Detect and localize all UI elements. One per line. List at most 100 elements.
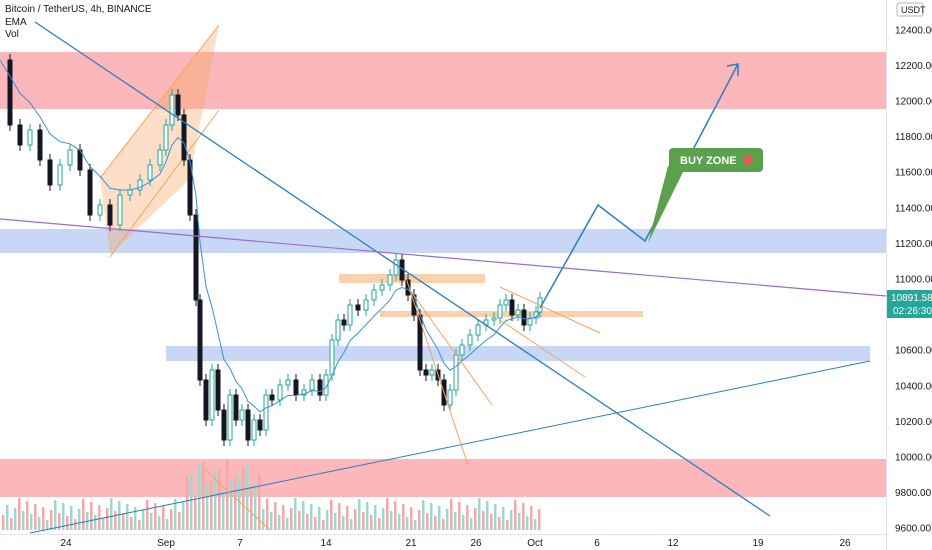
buy-zone-emoji-icon bbox=[743, 155, 753, 165]
volume-bar bbox=[386, 498, 389, 530]
candle-body bbox=[239, 409, 245, 421]
candle-body bbox=[527, 317, 533, 326]
candle-body bbox=[87, 169, 93, 216]
volume-bar bbox=[74, 519, 77, 530]
volume-bar bbox=[274, 502, 277, 530]
volume-bar bbox=[134, 507, 137, 530]
vol-indicator-label[interactable]: Vol bbox=[5, 29, 19, 40]
price-tick-label: 11600.00 bbox=[895, 168, 932, 179]
volume-bar bbox=[478, 498, 481, 530]
volume-bar bbox=[178, 512, 181, 530]
buy-zone-callout[interactable] bbox=[669, 148, 763, 172]
candle-body bbox=[405, 279, 411, 296]
time-tick-label: 26 bbox=[839, 538, 851, 549]
volume-bar bbox=[26, 501, 29, 530]
volume-bar bbox=[474, 508, 477, 530]
candle-body bbox=[215, 369, 221, 411]
price-tick-label: 10400.00 bbox=[895, 381, 932, 392]
price-tick-label: 10600.00 bbox=[895, 346, 932, 357]
volume-bar bbox=[486, 501, 489, 530]
volume-bar bbox=[506, 520, 509, 530]
candle-body bbox=[277, 384, 283, 401]
price-axis[interactable]: USDT 12400.00 12200.00 12000.00 11800.00 116… bbox=[886, 0, 932, 550]
volume-bar bbox=[358, 499, 361, 530]
volume-bar bbox=[118, 501, 121, 530]
volume-bar bbox=[170, 509, 173, 530]
candle-body bbox=[309, 379, 315, 391]
candle-body bbox=[521, 309, 527, 326]
volume-bar bbox=[278, 515, 281, 530]
volume-bar bbox=[130, 517, 133, 530]
volume-bar bbox=[374, 505, 377, 530]
volume-bar bbox=[290, 508, 293, 530]
volume-bar bbox=[58, 513, 61, 530]
projection-arrowhead bbox=[726, 63, 739, 76]
volume-bar bbox=[14, 508, 17, 530]
time-tick-label: 21 bbox=[405, 538, 417, 549]
candle-body bbox=[67, 149, 73, 166]
orange-channel-top bbox=[99, 24, 220, 179]
time-tick-label: 7 bbox=[237, 538, 243, 549]
volume-bar bbox=[498, 517, 501, 530]
volume-bar bbox=[126, 504, 129, 530]
orange-fan-3 bbox=[499, 286, 601, 334]
volume-bar bbox=[194, 496, 197, 530]
ema-indicator-label[interactable]: EMA bbox=[5, 17, 27, 28]
volume-bar bbox=[406, 517, 409, 530]
volume-bar bbox=[330, 500, 333, 530]
candle-body bbox=[491, 317, 497, 321]
volume-bar bbox=[250, 486, 253, 530]
candle-body bbox=[257, 419, 263, 431]
orange-bottom-diag bbox=[204, 469, 271, 531]
candle-body bbox=[117, 194, 123, 226]
volume-bar bbox=[238, 476, 241, 530]
blue-zone-lower bbox=[166, 346, 870, 361]
candle-body bbox=[497, 304, 503, 319]
price-tick-label: 11000.00 bbox=[895, 274, 932, 285]
volume-bar bbox=[502, 507, 505, 530]
currency-box bbox=[896, 2, 924, 17]
time-ticks: 24 Sep 7 14 21 26 Oct 6 12 19 26 bbox=[60, 538, 851, 549]
candle-body bbox=[475, 324, 481, 336]
volume-bar bbox=[530, 506, 533, 530]
time-axis[interactable]: 24 Sep 7 14 21 26 Oct 6 12 19 26 bbox=[0, 534, 886, 550]
candle-body bbox=[323, 374, 329, 396]
volume-bar bbox=[418, 510, 421, 530]
volume-bar bbox=[302, 501, 305, 530]
candle-body bbox=[347, 304, 353, 326]
last-price-value: 10891.58 bbox=[891, 293, 932, 304]
candle-body bbox=[263, 394, 269, 431]
time-tick-label: Sep bbox=[157, 538, 175, 549]
volume-bar bbox=[382, 508, 385, 530]
volume-bar bbox=[50, 510, 53, 530]
volume-bar bbox=[226, 459, 229, 530]
volume-bar bbox=[282, 505, 285, 530]
volume-bar bbox=[114, 511, 117, 530]
volume-bar bbox=[422, 500, 425, 530]
volume-bar bbox=[434, 516, 437, 530]
volume-bar bbox=[514, 500, 517, 530]
volume-bar bbox=[214, 472, 217, 530]
volume-bar bbox=[454, 512, 457, 530]
candle-body bbox=[163, 124, 169, 151]
price-tick-label: 11400.00 bbox=[895, 203, 932, 214]
time-tick-label: 24 bbox=[60, 538, 72, 549]
price-tick-label: 12400.00 bbox=[895, 25, 932, 36]
volume-bar bbox=[294, 498, 297, 530]
orange-fan-1 bbox=[404, 274, 469, 466]
volume-bar bbox=[34, 504, 37, 530]
candle-body bbox=[467, 334, 473, 346]
uptrend-line bbox=[29, 360, 871, 534]
volume-bar bbox=[106, 508, 109, 530]
candle-body bbox=[17, 124, 23, 146]
volume-bar bbox=[494, 504, 497, 530]
volume-bar bbox=[378, 518, 381, 530]
candle-body bbox=[509, 299, 515, 316]
candle-body bbox=[137, 179, 143, 191]
candle-body bbox=[387, 274, 393, 286]
candle-body bbox=[127, 189, 133, 196]
candle-body bbox=[169, 94, 175, 126]
volume-bar bbox=[206, 483, 209, 530]
volume-bar bbox=[450, 499, 453, 530]
